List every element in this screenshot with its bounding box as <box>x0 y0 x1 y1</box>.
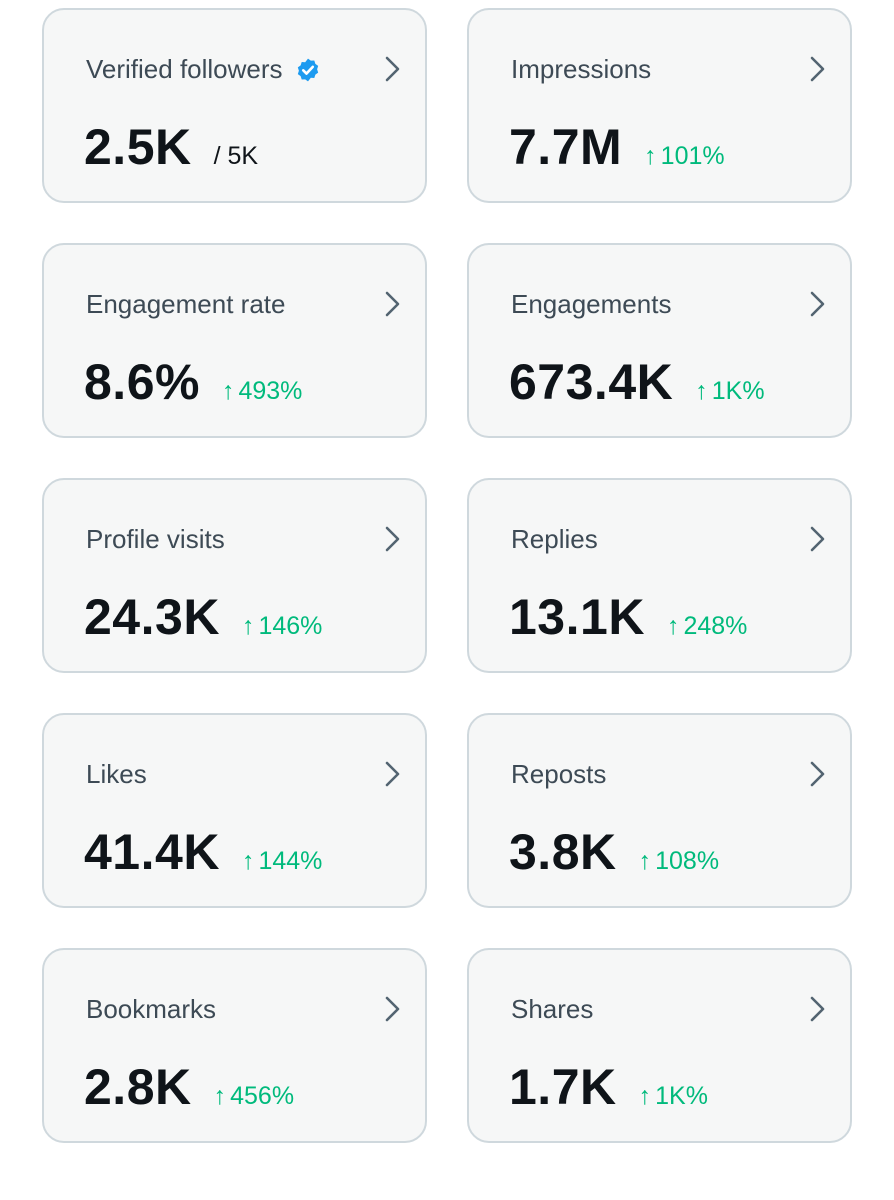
change-indicator: ↑ 1K% <box>695 377 764 406</box>
card-verified-followers[interactable]: Verified followers 2.5K / 5K <box>42 8 427 203</box>
value-row: 1.7K ↑ 1K% <box>509 1058 708 1116</box>
card-label: Replies <box>511 524 598 554</box>
chevron-right-icon <box>381 54 405 84</box>
card-value: 8.6% <box>84 354 200 410</box>
card-label-wrap: Shares <box>511 994 593 1025</box>
card-label-wrap: Engagements <box>511 289 671 320</box>
card-value: 3.8K <box>509 824 617 880</box>
card-value: 24.3K <box>84 589 220 645</box>
arrow-up-icon: ↑ <box>695 377 708 405</box>
change-percent: 146% <box>258 612 323 640</box>
change-percent: 1K% <box>655 1082 708 1110</box>
change-indicator: ↑ 493% <box>222 377 302 406</box>
change-indicator: ↑ 108% <box>639 847 719 876</box>
value-row: 13.1K ↑ 248% <box>509 588 747 646</box>
change-indicator: ↑ 456% <box>214 1082 294 1111</box>
card-engagements[interactable]: Engagements 673.4K ↑ 1K% <box>467 243 852 438</box>
value-row: 41.4K ↑ 144% <box>84 823 322 881</box>
card-value: 1.7K <box>509 1059 617 1115</box>
arrow-up-icon: ↑ <box>221 377 235 405</box>
card-value: 2.8K <box>84 1059 192 1115</box>
card-label: Likes <box>86 759 147 789</box>
chevron-right-icon <box>381 289 405 319</box>
chevron-right-icon <box>381 759 405 789</box>
card-label-wrap: Likes <box>86 759 147 790</box>
analytics-cards-grid: Verified followers 2.5K / 5K Impressions… <box>42 8 852 1143</box>
card-likes[interactable]: Likes 41.4K ↑ 144% <box>42 713 427 908</box>
change-indicator: ↑ 144% <box>242 847 322 876</box>
card-label: Profile visits <box>86 524 225 554</box>
change-percent: 493% <box>238 377 303 405</box>
arrow-up-icon: ↑ <box>644 142 657 170</box>
change-indicator: ↑ 146% <box>242 612 322 641</box>
chevron-right-icon <box>381 524 405 554</box>
change-indicator: ↑ 101% <box>644 142 724 171</box>
card-label: Engagement rate <box>86 289 286 319</box>
card-label-wrap: Bookmarks <box>86 994 216 1025</box>
chevron-right-icon <box>806 759 830 789</box>
value-row: 673.4K ↑ 1K% <box>509 353 765 411</box>
card-reposts[interactable]: Reposts 3.8K ↑ 108% <box>467 713 852 908</box>
change-percent: 248% <box>683 612 748 640</box>
card-label: Bookmarks <box>86 994 217 1024</box>
arrow-up-icon: ↑ <box>241 847 255 875</box>
chevron-right-icon <box>806 524 830 554</box>
card-value: 673.4K <box>509 354 674 410</box>
value-row: 2.8K ↑ 456% <box>84 1058 294 1116</box>
card-value: 7.7M <box>509 119 623 175</box>
card-label-wrap: Profile visits <box>86 524 225 555</box>
card-label: Reposts <box>511 759 607 789</box>
card-value: 41.4K <box>84 824 220 880</box>
card-label-wrap: Replies <box>511 524 598 555</box>
card-label-wrap: Impressions <box>511 54 651 85</box>
chevron-right-icon <box>806 994 830 1024</box>
change-indicator: ↑ 248% <box>667 612 747 641</box>
arrow-up-icon: ↑ <box>638 847 652 875</box>
card-label: Impressions <box>511 54 652 84</box>
change-percent: 108% <box>655 847 720 875</box>
card-label-wrap: Engagement rate <box>86 289 285 320</box>
arrow-up-icon: ↑ <box>638 1082 652 1110</box>
value-row: 24.3K ↑ 146% <box>84 588 322 646</box>
arrow-up-icon: ↑ <box>241 612 255 640</box>
arrow-up-icon: ↑ <box>213 1082 227 1110</box>
card-profile-visits[interactable]: Profile visits 24.3K ↑ 146% <box>42 478 427 673</box>
change-percent: 456% <box>230 1082 295 1110</box>
card-bookmarks[interactable]: Bookmarks 2.8K ↑ 456% <box>42 948 427 1143</box>
card-label: Shares <box>511 994 594 1024</box>
chevron-right-icon <box>806 289 830 319</box>
card-label-wrap: Verified followers <box>86 54 321 85</box>
verified-badge-icon <box>295 57 321 83</box>
value-row: 3.8K ↑ 108% <box>509 823 719 881</box>
change-percent: 101% <box>660 142 725 170</box>
card-impressions[interactable]: Impressions 7.7M ↑ 101% <box>467 8 852 203</box>
value-row: 7.7M ↑ 101% <box>509 118 725 176</box>
card-engagement-rate[interactable]: Engagement rate 8.6% ↑ 493% <box>42 243 427 438</box>
change-percent: 1K% <box>711 377 765 405</box>
arrow-up-icon: ↑ <box>666 612 680 640</box>
card-shares[interactable]: Shares 1.7K ↑ 1K% <box>467 948 852 1143</box>
card-replies[interactable]: Replies 13.1K ↑ 248% <box>467 478 852 673</box>
card-value: 2.5K <box>84 119 192 175</box>
card-value: 13.1K <box>509 589 645 645</box>
chevron-right-icon <box>381 994 405 1024</box>
card-label-wrap: Reposts <box>511 759 606 790</box>
change-indicator: ↑ 1K% <box>639 1082 708 1111</box>
card-label: Verified followers <box>86 54 283 84</box>
card-label: Engagements <box>511 289 672 319</box>
value-row: 8.6% ↑ 493% <box>84 353 302 411</box>
change-percent: 144% <box>258 847 323 875</box>
chevron-right-icon <box>806 54 830 84</box>
card-total: / 5K <box>213 142 259 170</box>
value-row: 2.5K / 5K <box>84 118 258 176</box>
